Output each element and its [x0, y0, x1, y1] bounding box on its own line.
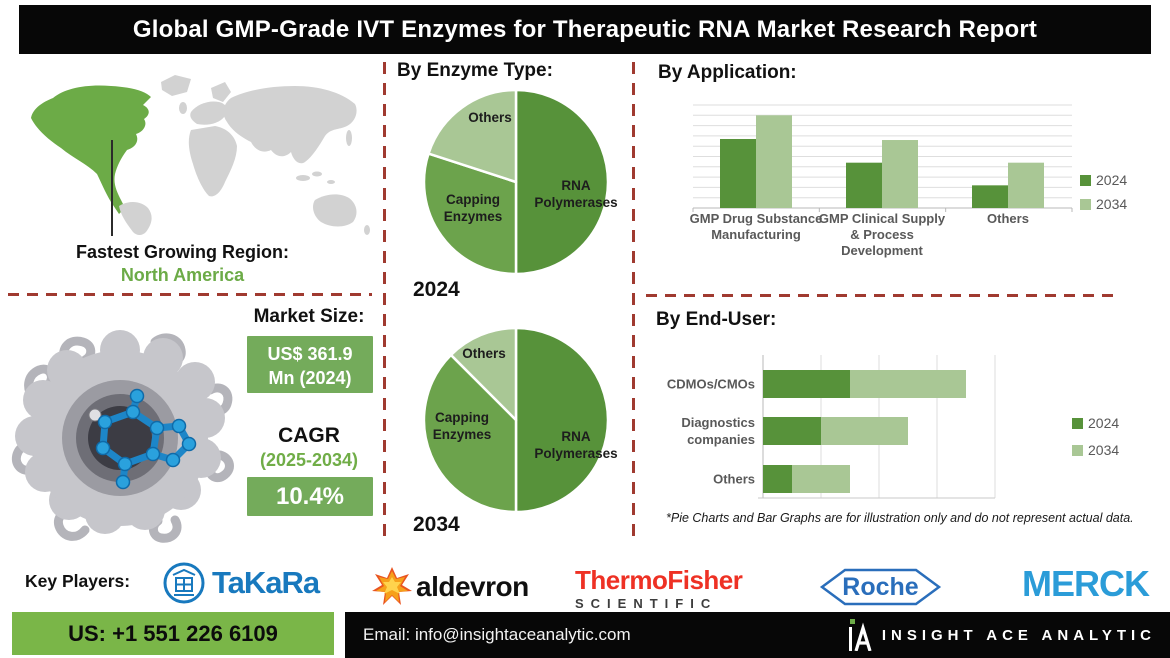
svg-text:Others: Others: [713, 472, 755, 487]
merck-wordmark: MERCK: [1022, 563, 1150, 604]
market-size-block: Market Size:: [244, 306, 374, 328]
map-north-america-highlight: [31, 85, 151, 214]
pie-chart-2024: RNA Polymerases Capping Enzymes Others: [421, 87, 621, 279]
takara-seal-icon: [163, 562, 205, 604]
key-players-label: Key Players:: [25, 571, 131, 591]
pie-2024-year-label: 2024: [413, 278, 460, 301]
roche-wordmark: Roche: [842, 573, 919, 601]
application-heading: By Application:: [658, 62, 797, 83]
end-user-heading: By End-User:: [656, 309, 777, 330]
market-size-value-line1: US$ 361.9: [267, 344, 353, 364]
roche-hexagon-icon: [819, 568, 942, 606]
world-map: [31, 75, 370, 236]
aldevron-star-icon: [372, 567, 412, 605]
cagr-label: CAGR: [278, 424, 340, 447]
svg-text:CDMOs/CMOs: CDMOs/CMOs: [667, 377, 755, 392]
map-australia: [313, 194, 357, 227]
map-scandinavia: [211, 82, 231, 102]
chart-disclaimer: *Pie Charts and Bar Graphs are for illus…: [666, 511, 1134, 525]
ligand-atoms: [95, 388, 197, 490]
divider-left-horizontal: [8, 293, 372, 296]
market-size-value-box: US$ 361.9 Mn (2024): [247, 336, 373, 393]
map-island-2: [312, 171, 322, 177]
cagr-period: (2025-2034): [259, 450, 359, 470]
end-user-bar-chart: CDMOs/CMOs Diagnostics companies Others 2024…: [650, 340, 1162, 510]
aldevron-wordmark: aldevron: [416, 571, 529, 602]
market-size-value-line2: Mn (2024): [268, 368, 352, 389]
divider-vertical-2: [632, 62, 635, 540]
logo-aldevron: aldevron: [372, 566, 529, 608]
region-label: Fastest Growing Region:: [75, 242, 289, 262]
logo-merck: MERCK: [1022, 563, 1150, 605]
enzyme-molecule-illustration: [11, 330, 234, 543]
svg-text:2034: 2034: [1088, 442, 1119, 458]
divider-right-horizontal: [646, 294, 1118, 297]
map-island-1: [296, 175, 310, 181]
brand-logo: INSIGHT ACE ANALYTIC: [848, 619, 1156, 651]
pie-chart-2034: RNA Polymerases Capping Enzymes Others: [421, 325, 621, 517]
pie-2034-year-label: 2034: [413, 513, 460, 536]
market-size-label: Market Size:: [253, 306, 365, 327]
map-japan: [346, 130, 352, 146]
application-bar-chart: GMP Drug Substance Manufacturing GMP Clini…: [650, 95, 1162, 293]
insightace-a-icon: [848, 619, 872, 651]
email-contact: Email: info@insightaceanalytic.com: [363, 625, 631, 644]
map-africa: [188, 126, 237, 197]
logo-takara: TaKaRa: [162, 561, 320, 605]
phone-contact: US: +1 551 226 6109: [12, 612, 334, 655]
svg-text:Others: Others: [462, 346, 506, 361]
thermo-fisher-scientific: SCIENTIFIC: [575, 596, 718, 611]
logo-thermo-fisher: ThermoFisher SCIENTIFIC: [575, 565, 743, 611]
cagr-value-box: 10.4%: [247, 477, 373, 516]
map-uk: [179, 102, 187, 114]
small-sphere: [88, 408, 102, 422]
enzyme-type-heading: By Enzyme Type:: [397, 60, 553, 81]
cagr-block: CAGR (2025-2034): [244, 424, 374, 471]
svg-text:2034: 2034: [1096, 196, 1127, 212]
svg-text:2024: 2024: [1096, 172, 1127, 188]
fastest-growing-region: Fastest Growing Region: North America: [10, 242, 355, 286]
map-asia: [223, 86, 357, 164]
svg-text:2024: 2024: [1088, 415, 1119, 431]
report-title: Global GMP-Grade IVT Enzymes for Therape…: [19, 5, 1151, 54]
takara-wordmark: TaKaRa: [212, 565, 320, 600]
brand-name: INSIGHT ACE ANALYTIC: [881, 626, 1156, 644]
divider-vertical-1: [383, 62, 386, 540]
footer-bar: Email: info@insightaceanalytic.com INSIG…: [345, 612, 1170, 658]
map-greenland: [161, 75, 191, 96]
map-new-zealand: [364, 225, 370, 235]
svg-text:Others: Others: [468, 110, 512, 125]
svg-text:Others: Others: [987, 211, 1029, 226]
region-value: North America: [120, 265, 245, 285]
thermo-fisher-wordmark: ThermoFisher: [575, 565, 743, 595]
logo-roche: Roche: [818, 566, 943, 608]
map-south-america: [119, 202, 152, 235]
map-island-3: [327, 180, 335, 184]
map-europe: [190, 101, 227, 125]
